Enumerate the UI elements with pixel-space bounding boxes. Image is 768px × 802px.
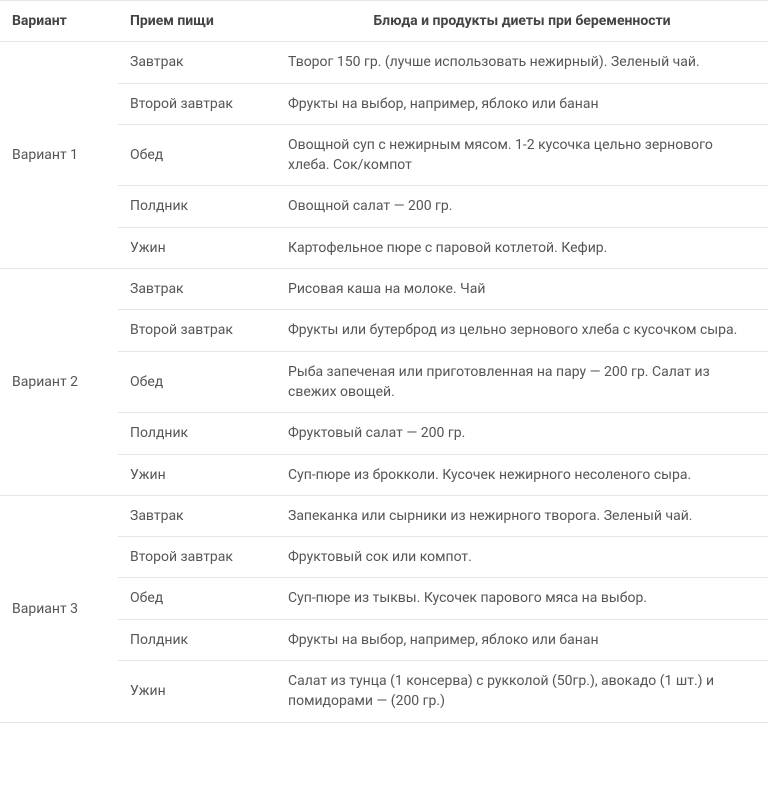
meal-cell: Полдник [118, 619, 276, 660]
table-row: Вариант 2 Завтрак Рисовая каша на молоке… [0, 269, 768, 310]
dish-cell: Рисовая каша на молоке. Чай [276, 269, 768, 310]
variant-label: Вариант 3 [0, 495, 118, 722]
dish-cell: Фрукты или бутерброд из цельно зернового… [276, 310, 768, 351]
meal-cell: Второй завтрак [118, 310, 276, 351]
meal-cell: Ужин [118, 454, 276, 495]
dish-cell: Фруктовый сок или компот. [276, 537, 768, 578]
dish-cell: Фрукты на выбор, например, яблоко или ба… [276, 83, 768, 124]
meal-cell: Ужин [118, 661, 276, 723]
table-row: Вариант 3 Завтрак Запеканка или сырники … [0, 495, 768, 536]
dish-cell: Рыба запеченая или приготовленная на пар… [276, 351, 768, 413]
dish-cell: Овощной суп с нежирным мясом. 1-2 кусочк… [276, 124, 768, 186]
diet-table: Вариант Прием пищи Блюда и продукты диет… [0, 0, 768, 723]
header-row: Вариант Прием пищи Блюда и продукты диет… [0, 1, 768, 42]
dish-cell: Суп-пюре из брокколи. Кусочек нежирного … [276, 454, 768, 495]
meal-cell: Второй завтрак [118, 537, 276, 578]
dish-cell: Суп-пюре из тыквы. Кусочек парового мяса… [276, 578, 768, 619]
meal-cell: Завтрак [118, 269, 276, 310]
dish-cell: Овощной салат — 200 гр. [276, 186, 768, 227]
header-meal: Прием пищи [118, 1, 276, 42]
dish-cell: Фруктовый салат — 200 гр. [276, 413, 768, 454]
dish-cell: Творог 150 гр. (лучше использовать нежир… [276, 42, 768, 83]
dish-cell: Картофельное пюре с паровой котлетой. Ке… [276, 227, 768, 268]
variant-label: Вариант 2 [0, 269, 118, 496]
meal-cell: Обед [118, 351, 276, 413]
table-body: Вариант 1 Завтрак Творог 150 гр. (лучше … [0, 42, 768, 722]
meal-cell: Полдник [118, 186, 276, 227]
meal-cell: Второй завтрак [118, 83, 276, 124]
table-row: Вариант 1 Завтрак Творог 150 гр. (лучше … [0, 42, 768, 83]
meal-cell: Ужин [118, 227, 276, 268]
meal-cell: Завтрак [118, 42, 276, 83]
meal-cell: Завтрак [118, 495, 276, 536]
header-variant: Вариант [0, 1, 118, 42]
variant-label: Вариант 1 [0, 42, 118, 269]
meal-cell: Обед [118, 578, 276, 619]
meal-cell: Обед [118, 124, 276, 186]
dish-cell: Салат из тунца (1 консерва) с рукколой (… [276, 661, 768, 723]
meal-cell: Полдник [118, 413, 276, 454]
header-dish: Блюда и продукты диеты при беременности [276, 1, 768, 42]
dish-cell: Запеканка или сырники из нежирного творо… [276, 495, 768, 536]
dish-cell: Фрукты на выбор, например, яблоко или ба… [276, 619, 768, 660]
